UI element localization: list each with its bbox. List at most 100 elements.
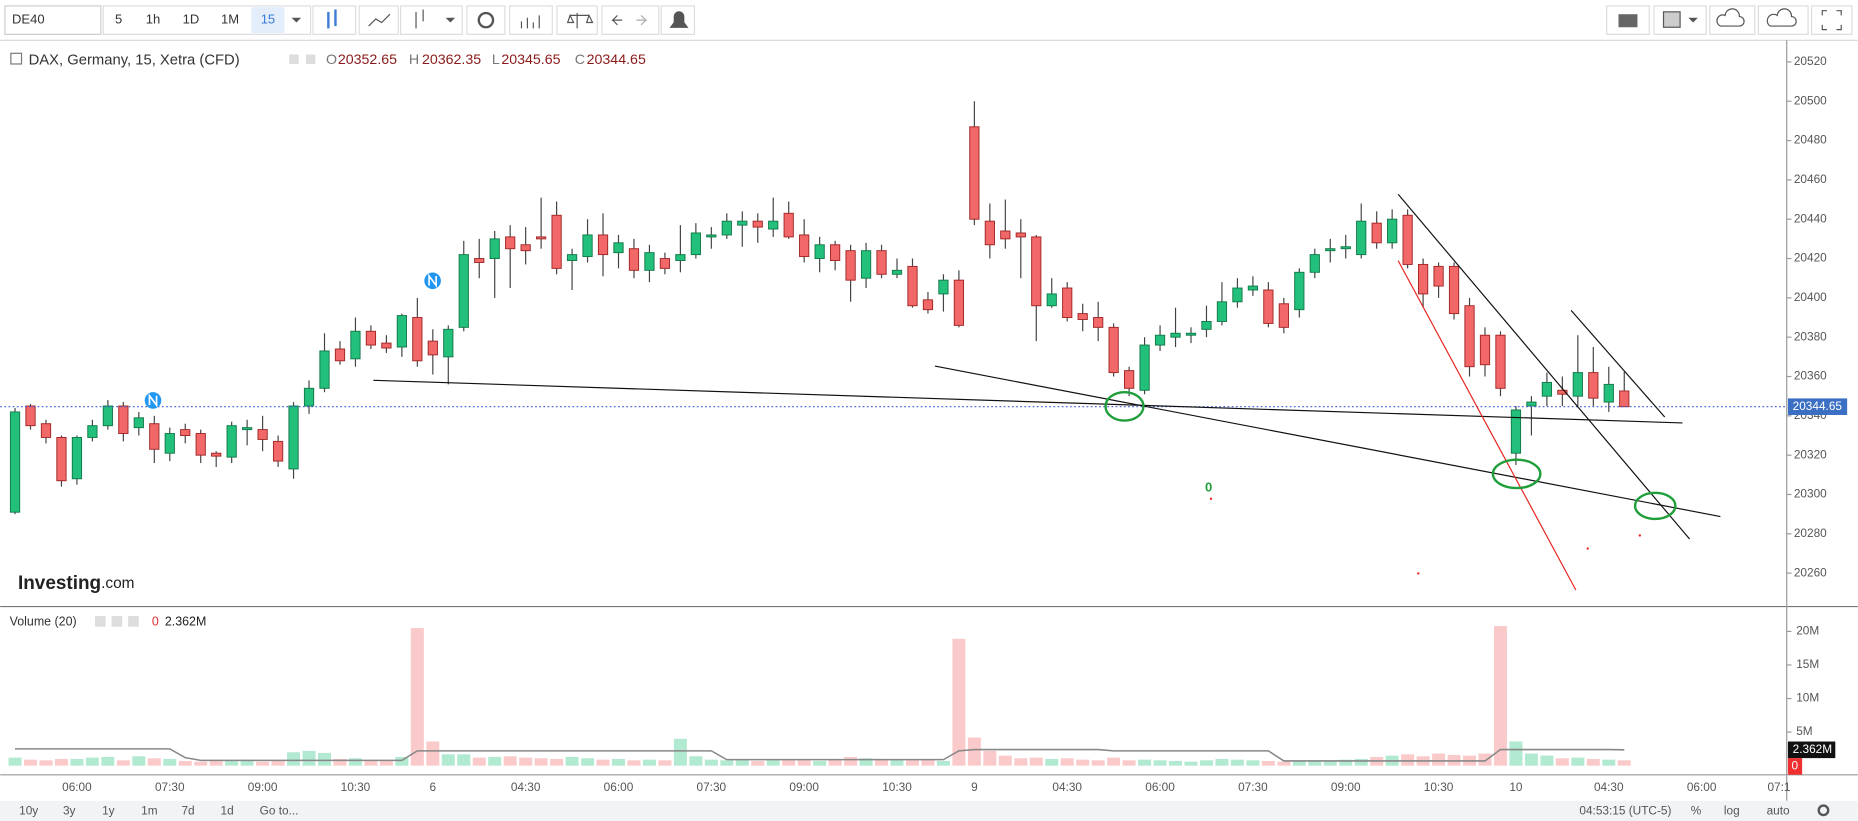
button[interactable] [509, 5, 553, 35]
range-button[interactable]: 1m [141, 804, 158, 818]
volume-bar [704, 759, 718, 766]
button[interactable] [601, 5, 660, 35]
volume-bar [271, 760, 285, 766]
trend-line[interactable] [1570, 310, 1666, 418]
candle-body [582, 234, 593, 258]
x-tick-label: 10:30 [341, 780, 371, 794]
candle-body [1325, 248, 1336, 252]
candle-body [737, 220, 748, 226]
watermark-domain: .com [101, 575, 134, 592]
x-tick-label: 06:00 [62, 780, 92, 794]
clock: 04:53:15 (UTC-5) [1579, 804, 1671, 818]
candle-body [938, 279, 949, 295]
candle-body [195, 433, 206, 456]
volume-bar [782, 759, 796, 766]
range-button[interactable]: 7d [181, 804, 194, 818]
legend-value: 20344.65 [587, 52, 646, 68]
candle-body [272, 440, 284, 462]
candle-body [984, 220, 995, 246]
trend-line[interactable] [373, 379, 1683, 424]
candle-body [1588, 372, 1599, 399]
candle-body [474, 258, 485, 263]
y-tick-label: 20360 [1794, 369, 1827, 383]
volume-badge [1787, 741, 1836, 759]
volume-bar [905, 760, 919, 766]
volume-bar [318, 752, 332, 766]
candle-body [1417, 263, 1429, 295]
last-price-label: 20344.65 [1793, 399, 1843, 413]
y-tick-label: 20500 [1794, 93, 1827, 107]
legend-icon[interactable] [94, 616, 106, 627]
goto-button[interactable]: Go to... [260, 804, 299, 818]
volume-tick-label: 20M [1796, 624, 1819, 638]
button[interactable] [466, 5, 506, 35]
button[interactable] [312, 5, 357, 35]
interval[interactable]: 1D [183, 12, 200, 27]
settings-icon[interactable] [1817, 804, 1830, 817]
news-icon[interactable] [144, 392, 162, 409]
option-button[interactable]: log [1724, 804, 1740, 818]
volume-bar [519, 757, 533, 766]
volume-bar [1246, 760, 1260, 766]
trend-line[interactable] [934, 365, 1721, 518]
candle-body [520, 244, 531, 252]
button[interactable] [1606, 5, 1650, 35]
interval[interactable]: 1M [221, 12, 239, 27]
range-button[interactable]: 1y [102, 804, 115, 818]
legend-icon[interactable] [289, 54, 299, 64]
legend-icon[interactable] [111, 616, 123, 627]
volume-bar [720, 760, 734, 766]
volume-bar [256, 761, 270, 766]
button[interactable] [556, 5, 598, 35]
symbol-input[interactable] [4, 5, 102, 35]
trend-line[interactable] [1397, 260, 1577, 591]
dropdown-arrow[interactable] [291, 17, 302, 23]
collapse-icon[interactable] [10, 52, 23, 65]
candle-body [922, 299, 934, 311]
volume-bar [813, 760, 827, 766]
candle-body [102, 405, 113, 427]
news-icon[interactable] [424, 272, 441, 290]
interval-active [251, 7, 285, 34]
x-tick-label: 07:1 [1767, 780, 1790, 794]
y-tick-label: 20300 [1794, 487, 1827, 501]
option-button[interactable]: auto [1767, 804, 1790, 818]
candle-body [1510, 409, 1522, 454]
legend-value: 20345.65 [501, 52, 560, 68]
candle-body [1278, 303, 1289, 328]
volume-bar [472, 757, 486, 766]
range-button[interactable]: 3y [63, 804, 76, 818]
button[interactable] [400, 5, 463, 35]
button[interactable] [1757, 5, 1809, 35]
volume-bar [689, 756, 703, 766]
legend-icon[interactable] [305, 54, 316, 64]
interval[interactable]: 5 [115, 12, 122, 27]
interval[interactable]: 1h [146, 12, 160, 27]
candle-body [1139, 344, 1150, 391]
y-tick-label: 20320 [1794, 447, 1827, 461]
button[interactable] [660, 5, 696, 35]
candle-body [350, 330, 361, 360]
ellipse[interactable] [1104, 390, 1145, 422]
ellipse[interactable] [1633, 491, 1677, 521]
button[interactable] [1709, 5, 1756, 35]
button[interactable] [1811, 5, 1853, 35]
x-tick-label: 04:30 [1052, 780, 1082, 794]
candle-body [56, 436, 67, 482]
option-button[interactable]: % [1691, 804, 1702, 818]
trend-line[interactable] [1397, 193, 1691, 540]
volume-bar [859, 758, 873, 766]
button[interactable] [1653, 5, 1707, 35]
range-button[interactable]: 1d [221, 804, 234, 818]
candle-body [783, 212, 794, 238]
range-button[interactable]: 10y [19, 804, 38, 818]
ellipse[interactable] [1491, 458, 1542, 490]
button[interactable] [358, 5, 399, 35]
x-tick-label: 09:00 [248, 780, 278, 794]
legend-icon[interactable] [128, 616, 139, 627]
legend-label: C [575, 52, 585, 68]
y-tick-label: 20480 [1794, 133, 1827, 147]
interval[interactable]: 15 [261, 12, 275, 27]
volume-bar [333, 758, 347, 766]
camera-icon [1618, 14, 1638, 28]
